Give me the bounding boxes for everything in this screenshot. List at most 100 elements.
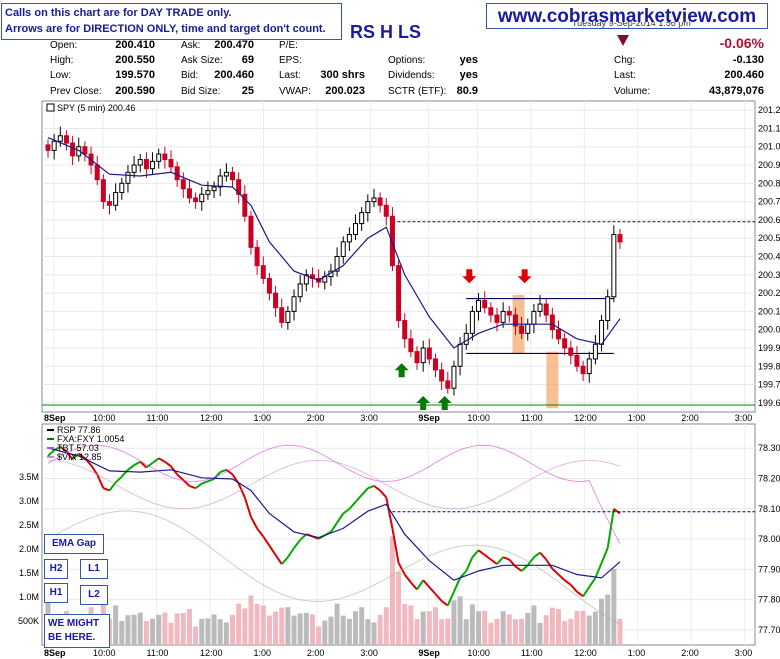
vix-line [47,459,621,510]
website-link[interactable]: www.cobrasmarketview.com [486,3,768,29]
rsp-segment [121,469,129,478]
rsp-segment [576,590,584,598]
candle-body [51,140,57,151]
rsp-segment [360,487,369,496]
candle-body [500,310,506,323]
rsp-segment [299,533,308,541]
volume-bar [617,618,623,645]
rsp-segment [403,573,412,584]
volume-bar [586,615,592,645]
rsp-segment [606,508,615,549]
ind-y-tick-right: 77.80 [758,595,780,605]
ind-x-tick: 1:00 [628,648,646,658]
price-x-tick: 11:00 [146,413,168,423]
volume-bar [432,607,438,645]
volume-bar [143,621,149,645]
candle-body [605,296,611,322]
ema-gap-note: EMA Gap [44,534,104,554]
last-price-label: Last: [614,70,636,81]
ind-x-tick: 10:00 [93,648,116,658]
price-y-tick: 200.60 [758,215,780,225]
candle-body [150,160,156,170]
volume-bar [131,614,137,645]
volume-bar [562,621,568,645]
candle-body [463,332,469,345]
volume-bar [519,618,525,645]
rsp-segment [564,579,572,586]
candle-body [359,212,365,225]
last-shares-label: Last: [279,70,301,81]
candle-body [420,347,426,364]
price-y-tick: 200.00 [758,325,780,335]
rsp-segment [342,508,350,515]
volume-bar [353,611,359,645]
candle-body [94,164,100,181]
low-value: 199.570 [115,69,155,81]
rsp-segment [287,547,295,558]
options-label: Options: [388,55,426,66]
high-value: 200.550 [115,54,155,66]
last-shares-value: 300 shrs [320,69,365,81]
volume-bar [506,614,512,645]
rsp-segment [164,460,172,468]
percent-change: -0.06% [719,35,764,51]
we-might-be-here-note: WE MIGHT BE HERE. [44,614,110,648]
volume-bar [365,619,371,645]
candle-body [476,299,482,312]
volume-bar [531,605,537,645]
rsp-segment [397,562,406,575]
ind-x-tick: 11:00 [146,648,168,658]
volume-bar [180,613,186,645]
ind-x-tick: 2:00 [681,648,699,658]
volume-bar [316,626,322,645]
candle-body [174,166,180,181]
ind-x-tick: 3:00 [360,648,378,658]
candle-body [482,299,488,309]
notice-line-1: Calls on this chart are for DAY TRADE on… [5,7,232,19]
rsp-segment [422,579,431,588]
volume-bar [291,615,297,645]
volume-bar [242,608,248,645]
candle-body [100,179,106,203]
rsp-segment [59,445,68,453]
candle-body [494,314,500,323]
candle-body [555,329,561,340]
volume-value: 43,879,076 [708,85,764,97]
fxa-fxy-line [47,510,621,625]
candle-body [377,197,383,206]
price-x-tick: 2:00 [681,413,699,423]
candle-body [408,338,414,353]
volume-bar [303,613,309,645]
candle-body [346,234,352,243]
price-y-tick: 199.60 [758,398,780,408]
ask-size-label: Ask Size: [181,55,223,66]
ind-y-tick-right: 78.00 [758,534,780,544]
candle-body [45,144,51,151]
green-up-arrow [394,363,409,378]
last-price-value: 200.460 [724,69,764,81]
high-label: High: [50,55,74,66]
ind-y-tick-right: 77.70 [758,625,780,635]
rsp-segment [96,473,105,489]
candle-body [365,201,371,214]
rsp-segment [582,586,591,597]
volume-bar [266,615,272,645]
volume-bar [279,607,285,645]
candle-body [156,153,162,162]
price-y-tick: 200.10 [758,306,780,316]
candle-body [445,380,451,389]
candle-body [193,197,199,203]
candle-body [574,354,580,367]
volume-bar [162,612,168,645]
price-x-tick: 10:00 [93,413,116,423]
volume-bar [611,568,617,645]
rsp-segment [465,556,474,572]
candle-body [223,171,229,177]
candle-body [506,310,512,316]
rsp-segment [453,577,461,593]
rsp-segment [71,452,80,461]
ind-legend-text: RSP 77.86 [57,425,100,435]
price-x-tick: 3:00 [360,413,378,423]
candle-body [217,175,223,188]
price-x-tick: 11:00 [521,413,543,423]
